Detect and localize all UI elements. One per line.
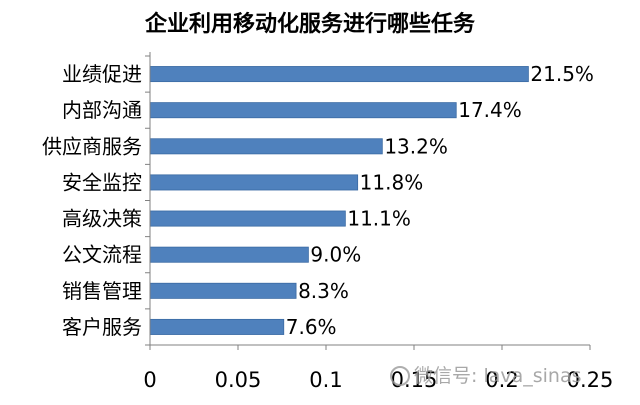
value-label-4: 11.1% <box>347 207 411 231</box>
bars-group: 业绩促进 21.5% 内部沟通 17.4% 供应商服务 13.2% 安全监控 11.8% 高级决… <box>42 62 594 339</box>
wechat-icon <box>390 366 410 386</box>
x-tick-label-5: 0.25 <box>567 368 614 392</box>
value-label-2: 13.2% <box>384 134 448 158</box>
category-label-1: 内部沟通 <box>62 98 142 122</box>
value-label-3: 11.8% <box>360 170 424 194</box>
bar-6 <box>149 282 297 299</box>
x-tick-label-3: 0.15 <box>391 368 438 392</box>
category-label-7: 客户服务 <box>62 315 142 339</box>
bar-4 <box>149 210 346 227</box>
bar-5 <box>149 246 309 263</box>
bar-2 <box>149 138 383 155</box>
bar-3 <box>149 174 359 191</box>
value-label-5: 9.0% <box>310 243 361 267</box>
value-label-7: 7.6% <box>286 315 337 339</box>
x-tick-label-4: 0.2 <box>485 368 518 392</box>
value-label-6: 8.3% <box>298 279 349 303</box>
category-label-6: 销售管理 <box>62 279 142 303</box>
watermark-text: 微信号: lava_sinas <box>414 365 582 387</box>
category-label-5: 公文流程 <box>62 243 142 267</box>
category-label-0: 业绩促进 <box>62 62 142 86</box>
value-label-1: 17.4% <box>458 98 522 122</box>
x-tick-label-1: 0.05 <box>215 368 262 392</box>
category-label-2: 供应商服务 <box>42 134 142 158</box>
category-label-4: 高级决策 <box>62 207 142 231</box>
chart-title: 企业利用移动化服务进行哪些任务 <box>144 11 476 37</box>
x-tick-label-2: 0.1 <box>309 368 342 392</box>
watermark: 微信号: lava_sinas <box>390 365 582 387</box>
category-label-3: 安全监控 <box>62 170 142 194</box>
x-tick-label-0: 0 <box>143 368 156 392</box>
value-label-0: 21.5% <box>530 62 594 86</box>
x-axis: 0 0.05 0.1 0.15 0.2 0.25 <box>143 52 613 392</box>
bar-1 <box>149 102 457 119</box>
bar-0 <box>149 66 529 83</box>
bar-7 <box>149 318 285 335</box>
